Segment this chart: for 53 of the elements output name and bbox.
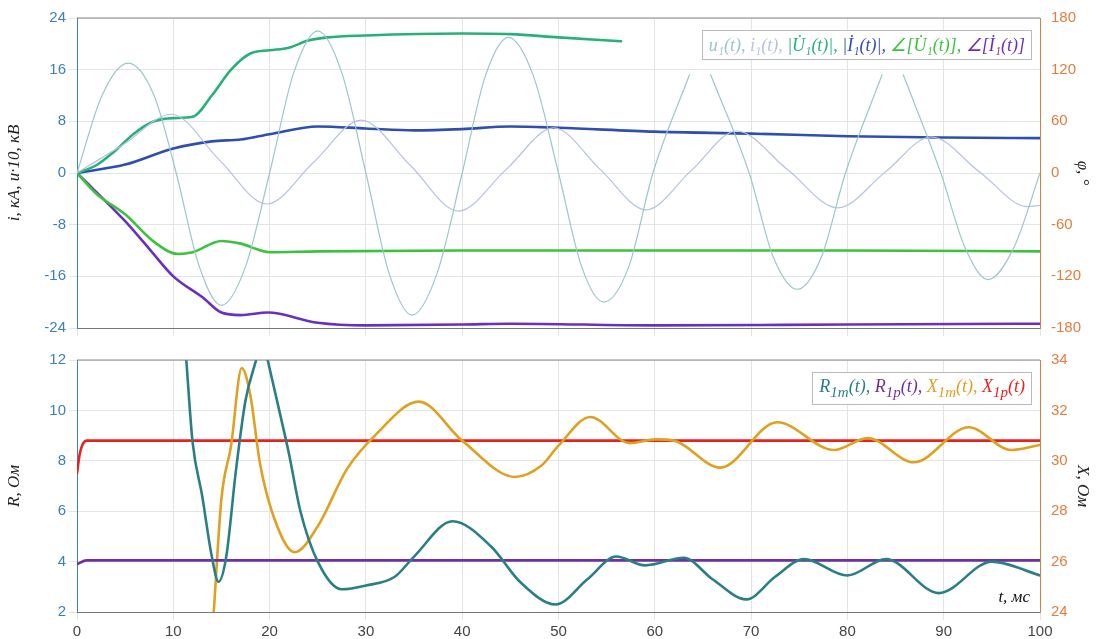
x-tick-label: 80 xyxy=(839,622,856,639)
y2-tick-label: -60 xyxy=(1051,214,1073,232)
text: ∠[İ₁(t)] xyxy=(965,35,1025,55)
y-tick-label: -8 xyxy=(52,214,66,232)
y-axis-title: R, Ом xyxy=(3,464,23,509)
y-tick-label: 24 xyxy=(49,8,66,26)
y-tick-label: 0 xyxy=(57,163,66,181)
y2-tick-label: 24 xyxy=(1051,602,1068,620)
x-tick-label: 70 xyxy=(742,622,760,639)
x-tick-label: 40 xyxy=(453,622,471,639)
y-tick-label: 6 xyxy=(57,501,66,519)
x-tick-label: 0 xyxy=(72,622,82,639)
y2-tick-label: -180 xyxy=(1051,318,1082,336)
y2-tick-label: 0 xyxy=(1051,163,1060,181)
x-tick-label: 90 xyxy=(935,622,953,639)
y2-tick-label: 60 xyxy=(1051,111,1068,129)
series-label: X$_{1т}$(t), xyxy=(926,376,978,400)
y-tick-label: 10 xyxy=(49,400,66,418)
y-tick-label: -24 xyxy=(44,318,66,336)
text: X$_{1р}$(t) xyxy=(982,376,1025,400)
y-tick-label: 8 xyxy=(57,450,66,468)
y2-axis-title: X, Ом xyxy=(1074,463,1094,508)
y-tick-label: 2 xyxy=(57,602,66,620)
series-label: u₁(t), xyxy=(708,35,746,55)
x-axis-title: t, мс xyxy=(998,586,1031,606)
y-tick-label: 12 xyxy=(49,350,66,368)
x-tick-label: 20 xyxy=(261,622,278,639)
text: R$_{1р}$(t), xyxy=(874,376,923,400)
x-tick-label: 50 xyxy=(550,622,567,639)
y2-tick-label: 34 xyxy=(1051,350,1068,368)
y2-tick-label: 120 xyxy=(1051,59,1077,77)
y-tick-label: -16 xyxy=(44,266,66,284)
y2-axis-title: φ, ° xyxy=(1074,160,1094,186)
y-tick-label: 4 xyxy=(57,551,66,569)
y2-tick-label: 180 xyxy=(1051,8,1077,26)
y-tick-label: 16 xyxy=(49,59,66,77)
y2-tick-label: -120 xyxy=(1051,266,1082,284)
line-series xyxy=(77,32,623,175)
x-tick-label: 100 xyxy=(1027,622,1053,639)
text: |İ₁(t)|, xyxy=(842,35,886,55)
y2-tick-label: 26 xyxy=(1051,551,1068,569)
y-tick-label: 8 xyxy=(57,111,66,129)
x-tick-label: 30 xyxy=(357,622,375,639)
y2-tick-label: 30 xyxy=(1051,450,1068,468)
text: i₁(t), xyxy=(749,35,783,55)
y2-tick-label: 28 xyxy=(1051,501,1068,519)
text: |U̇₁(t)|, xyxy=(787,35,838,55)
text: ∠[U̇₁(t)], xyxy=(890,35,962,55)
y-axis-title: i, кА, u·10, кВ xyxy=(3,124,23,222)
y2-tick-label: 32 xyxy=(1051,400,1068,418)
text: R$_{1т}$(t), xyxy=(819,376,871,400)
x-tick-label: 10 xyxy=(164,622,182,639)
x-tick-label: 60 xyxy=(646,622,664,639)
